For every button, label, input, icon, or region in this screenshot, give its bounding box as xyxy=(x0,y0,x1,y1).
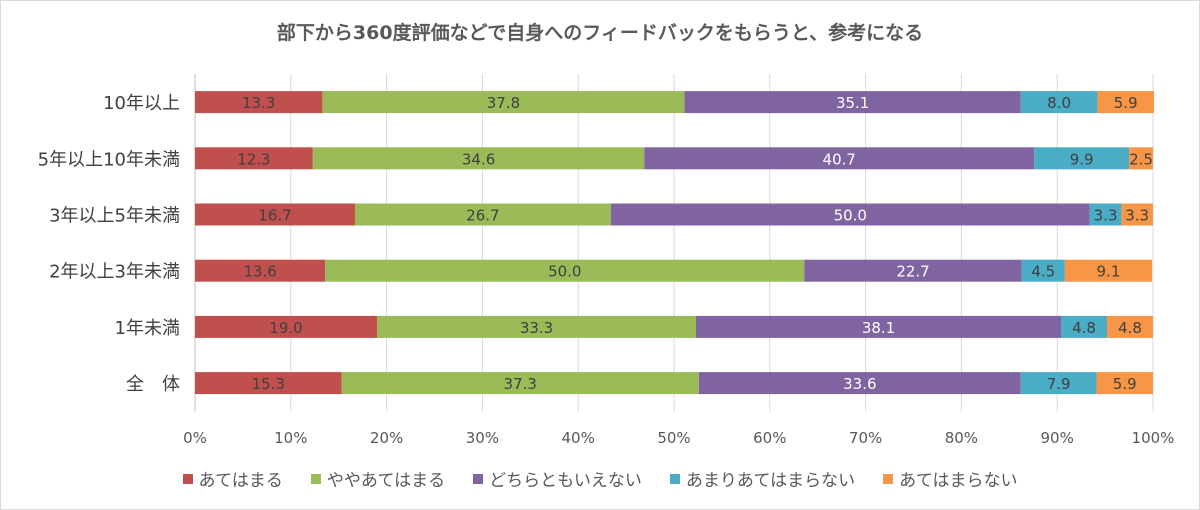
x-tick-label: 90% xyxy=(1041,429,1074,447)
bar-segment xyxy=(325,259,805,282)
data-label: 50.0 xyxy=(548,263,581,281)
bar-segment xyxy=(804,259,1022,282)
data-label: 8.0 xyxy=(1047,94,1071,112)
data-label: 19.0 xyxy=(269,319,302,337)
legend-item: あまりあてはまらない xyxy=(669,466,856,491)
legend-swatch xyxy=(310,473,321,484)
category-label: 1年未満 xyxy=(115,318,180,339)
bar-segment xyxy=(195,91,323,114)
bar-segment xyxy=(354,203,611,226)
bar-segment xyxy=(322,91,685,114)
bar-segment xyxy=(195,203,355,226)
legend-swatch xyxy=(669,473,680,484)
x-tick-label: 70% xyxy=(849,429,882,447)
data-label: 4.5 xyxy=(1031,263,1055,281)
bar-segment xyxy=(195,315,378,338)
data-label: 5.9 xyxy=(1114,94,1138,112)
data-label: 33.3 xyxy=(520,319,553,337)
x-tick-label: 80% xyxy=(945,429,978,447)
data-label: 33.6 xyxy=(843,375,876,393)
bar-segment xyxy=(698,372,1021,395)
data-label: 34.6 xyxy=(462,150,495,168)
bar-segment xyxy=(644,147,1035,170)
x-tick-label: 20% xyxy=(370,429,403,447)
x-tick-label: 50% xyxy=(657,429,690,447)
bar-segment xyxy=(377,315,697,338)
category-label: 5年以上10年未満 xyxy=(38,149,180,170)
chart-title: 部下から360度評価などで自身へのフィードバックをもらうと、参考になる xyxy=(276,22,924,44)
data-label: 2.5 xyxy=(1129,150,1153,168)
data-label: 38.1 xyxy=(862,319,895,337)
category-label: 10年以上 xyxy=(103,93,180,114)
x-tick-label: 100% xyxy=(1132,429,1175,447)
data-label: 16.7 xyxy=(258,207,291,225)
data-label: 4.8 xyxy=(1072,319,1096,337)
data-label: 26.7 xyxy=(466,207,499,225)
data-label: 13.6 xyxy=(243,263,276,281)
bar-segment xyxy=(1064,259,1153,282)
legend-label: あてはまらない xyxy=(899,471,1018,491)
x-tick-label: 0% xyxy=(183,429,207,447)
data-label: 13.3 xyxy=(242,94,275,112)
x-tick-label: 60% xyxy=(753,429,786,447)
legend-swatch xyxy=(182,473,193,484)
legend-item: どちらともいえない xyxy=(473,466,642,491)
legend-label: あてはまる xyxy=(198,471,283,491)
legend-label: あまりあてはまらない xyxy=(685,471,856,491)
bar-segment xyxy=(1020,91,1098,114)
bar-segment xyxy=(610,203,1090,226)
bar-segment xyxy=(341,372,699,395)
data-label: 9.9 xyxy=(1070,150,1094,168)
legend-item: あてはまらない xyxy=(883,466,1017,491)
bar-segment xyxy=(195,372,342,395)
category-label: 2年以上3年未満 xyxy=(49,262,180,283)
data-label: 15.3 xyxy=(252,375,285,393)
data-label: 22.7 xyxy=(896,263,929,281)
category-label: 3年以上5年未満 xyxy=(49,206,180,227)
bar-segment xyxy=(1121,203,1153,226)
legend-swatch xyxy=(883,473,894,484)
data-label: 5.9 xyxy=(1113,375,1137,393)
bar-segment xyxy=(1021,259,1065,282)
x-tick-label: 10% xyxy=(274,429,307,447)
legend-swatch xyxy=(473,473,484,484)
data-label: 37.8 xyxy=(487,94,520,112)
x-tick-label: 40% xyxy=(562,429,595,447)
bar-segment xyxy=(1061,315,1108,338)
data-label: 35.1 xyxy=(836,94,869,112)
bar-segment xyxy=(684,91,1021,114)
x-tick-label: 30% xyxy=(466,429,499,447)
data-label: 50.0 xyxy=(834,207,867,225)
data-label: 3.3 xyxy=(1125,207,1149,225)
legend-item: あてはまる xyxy=(182,466,283,491)
legend-label: どちらともいえない xyxy=(489,471,642,491)
bar-segment xyxy=(1089,203,1122,226)
data-label: 4.8 xyxy=(1118,319,1142,337)
bar-segment xyxy=(1097,91,1154,114)
data-label: 3.3 xyxy=(1094,207,1118,225)
legend: あてはまる ややあてはまる どちらともいえない あまりあてはまらない あてはまらない xyxy=(0,466,1200,491)
bar-segment xyxy=(696,315,1062,338)
bar-segment xyxy=(1107,315,1153,338)
legend-label: ややあてはまる xyxy=(326,471,446,491)
bar-segment xyxy=(1020,372,1097,395)
data-label: 7.9 xyxy=(1047,375,1071,393)
bar-segment xyxy=(1096,372,1153,395)
data-label: 40.7 xyxy=(823,150,856,168)
bar-segment xyxy=(312,147,645,170)
bar-segment xyxy=(195,147,313,170)
bar-segment xyxy=(195,259,326,282)
legend-item: ややあてはまる xyxy=(310,466,446,491)
data-label: 12.3 xyxy=(237,150,270,168)
data-label: 37.3 xyxy=(504,375,537,393)
bar-segment xyxy=(1129,147,1153,170)
data-label: 9.1 xyxy=(1097,263,1121,281)
category-label: 全 体 xyxy=(126,374,180,395)
bar-segment xyxy=(1034,147,1130,170)
